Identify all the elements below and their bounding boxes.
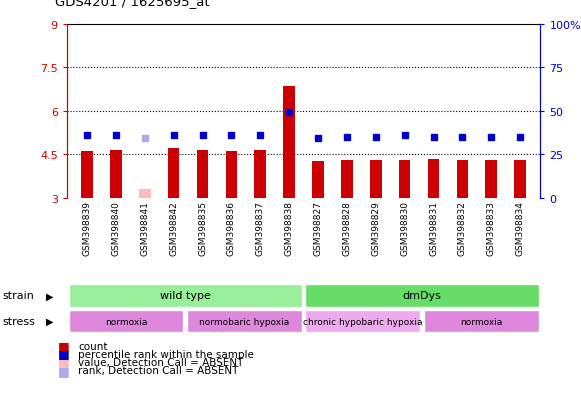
Text: rank, Detection Call = ABSENT: rank, Detection Call = ABSENT [78, 366, 239, 375]
Text: ▶: ▶ [46, 316, 53, 326]
Text: chronic hypobaric hypoxia: chronic hypobaric hypoxia [303, 317, 422, 326]
Text: GSM398836: GSM398836 [227, 201, 236, 256]
Text: GSM398834: GSM398834 [515, 201, 525, 256]
Text: GSM398839: GSM398839 [83, 201, 92, 256]
Text: GSM398837: GSM398837 [256, 201, 265, 256]
Bar [457, 161, 468, 198]
Text: wild type: wild type [160, 291, 211, 301]
Text: percentile rank within the sample: percentile rank within the sample [78, 349, 254, 359]
Bar [306, 310, 420, 332]
Bar [187, 310, 302, 332]
Text: ▶: ▶ [46, 291, 53, 301]
Text: GSM398840: GSM398840 [112, 201, 120, 256]
Bar [312, 162, 324, 198]
Text: normoxia: normoxia [460, 317, 503, 326]
Text: GSM398842: GSM398842 [169, 201, 178, 255]
Text: GSM398833: GSM398833 [487, 201, 496, 256]
Bar [306, 285, 539, 307]
Bar [168, 149, 180, 198]
Text: dmDys: dmDys [403, 291, 442, 301]
Text: count: count [78, 341, 108, 351]
Text: stress: stress [3, 316, 36, 326]
Bar [341, 161, 353, 198]
Text: GSM398841: GSM398841 [140, 201, 149, 256]
Bar [399, 161, 410, 198]
Text: GSM398838: GSM398838 [285, 201, 293, 256]
Text: ■: ■ [58, 364, 70, 377]
Bar [514, 161, 526, 198]
Bar [69, 310, 184, 332]
Text: strain: strain [3, 291, 35, 301]
Bar [110, 150, 121, 198]
Bar [370, 161, 382, 198]
Text: GSM398832: GSM398832 [458, 201, 467, 256]
Text: value, Detection Call = ABSENT: value, Detection Call = ABSENT [78, 357, 244, 367]
Text: ■: ■ [58, 347, 70, 361]
Bar [225, 152, 237, 198]
Bar [81, 152, 93, 198]
Bar [428, 159, 439, 198]
Bar [284, 87, 295, 198]
Text: GSM398831: GSM398831 [429, 201, 438, 256]
Text: normobaric hypoxia: normobaric hypoxia [199, 317, 289, 326]
Bar [197, 150, 209, 198]
Bar [69, 285, 302, 307]
Bar [139, 190, 150, 198]
Text: GSM398835: GSM398835 [198, 201, 207, 256]
Text: ■: ■ [58, 339, 70, 352]
Text: GSM398829: GSM398829 [371, 201, 380, 256]
Bar [486, 161, 497, 198]
Text: ■: ■ [58, 356, 70, 369]
Text: GDS4201 / 1625695_at: GDS4201 / 1625695_at [55, 0, 210, 8]
Bar [424, 310, 539, 332]
Text: normoxia: normoxia [105, 317, 147, 326]
Text: GSM398827: GSM398827 [314, 201, 322, 256]
Text: GSM398830: GSM398830 [400, 201, 409, 256]
Bar [254, 150, 266, 198]
Text: GSM398828: GSM398828 [342, 201, 352, 256]
